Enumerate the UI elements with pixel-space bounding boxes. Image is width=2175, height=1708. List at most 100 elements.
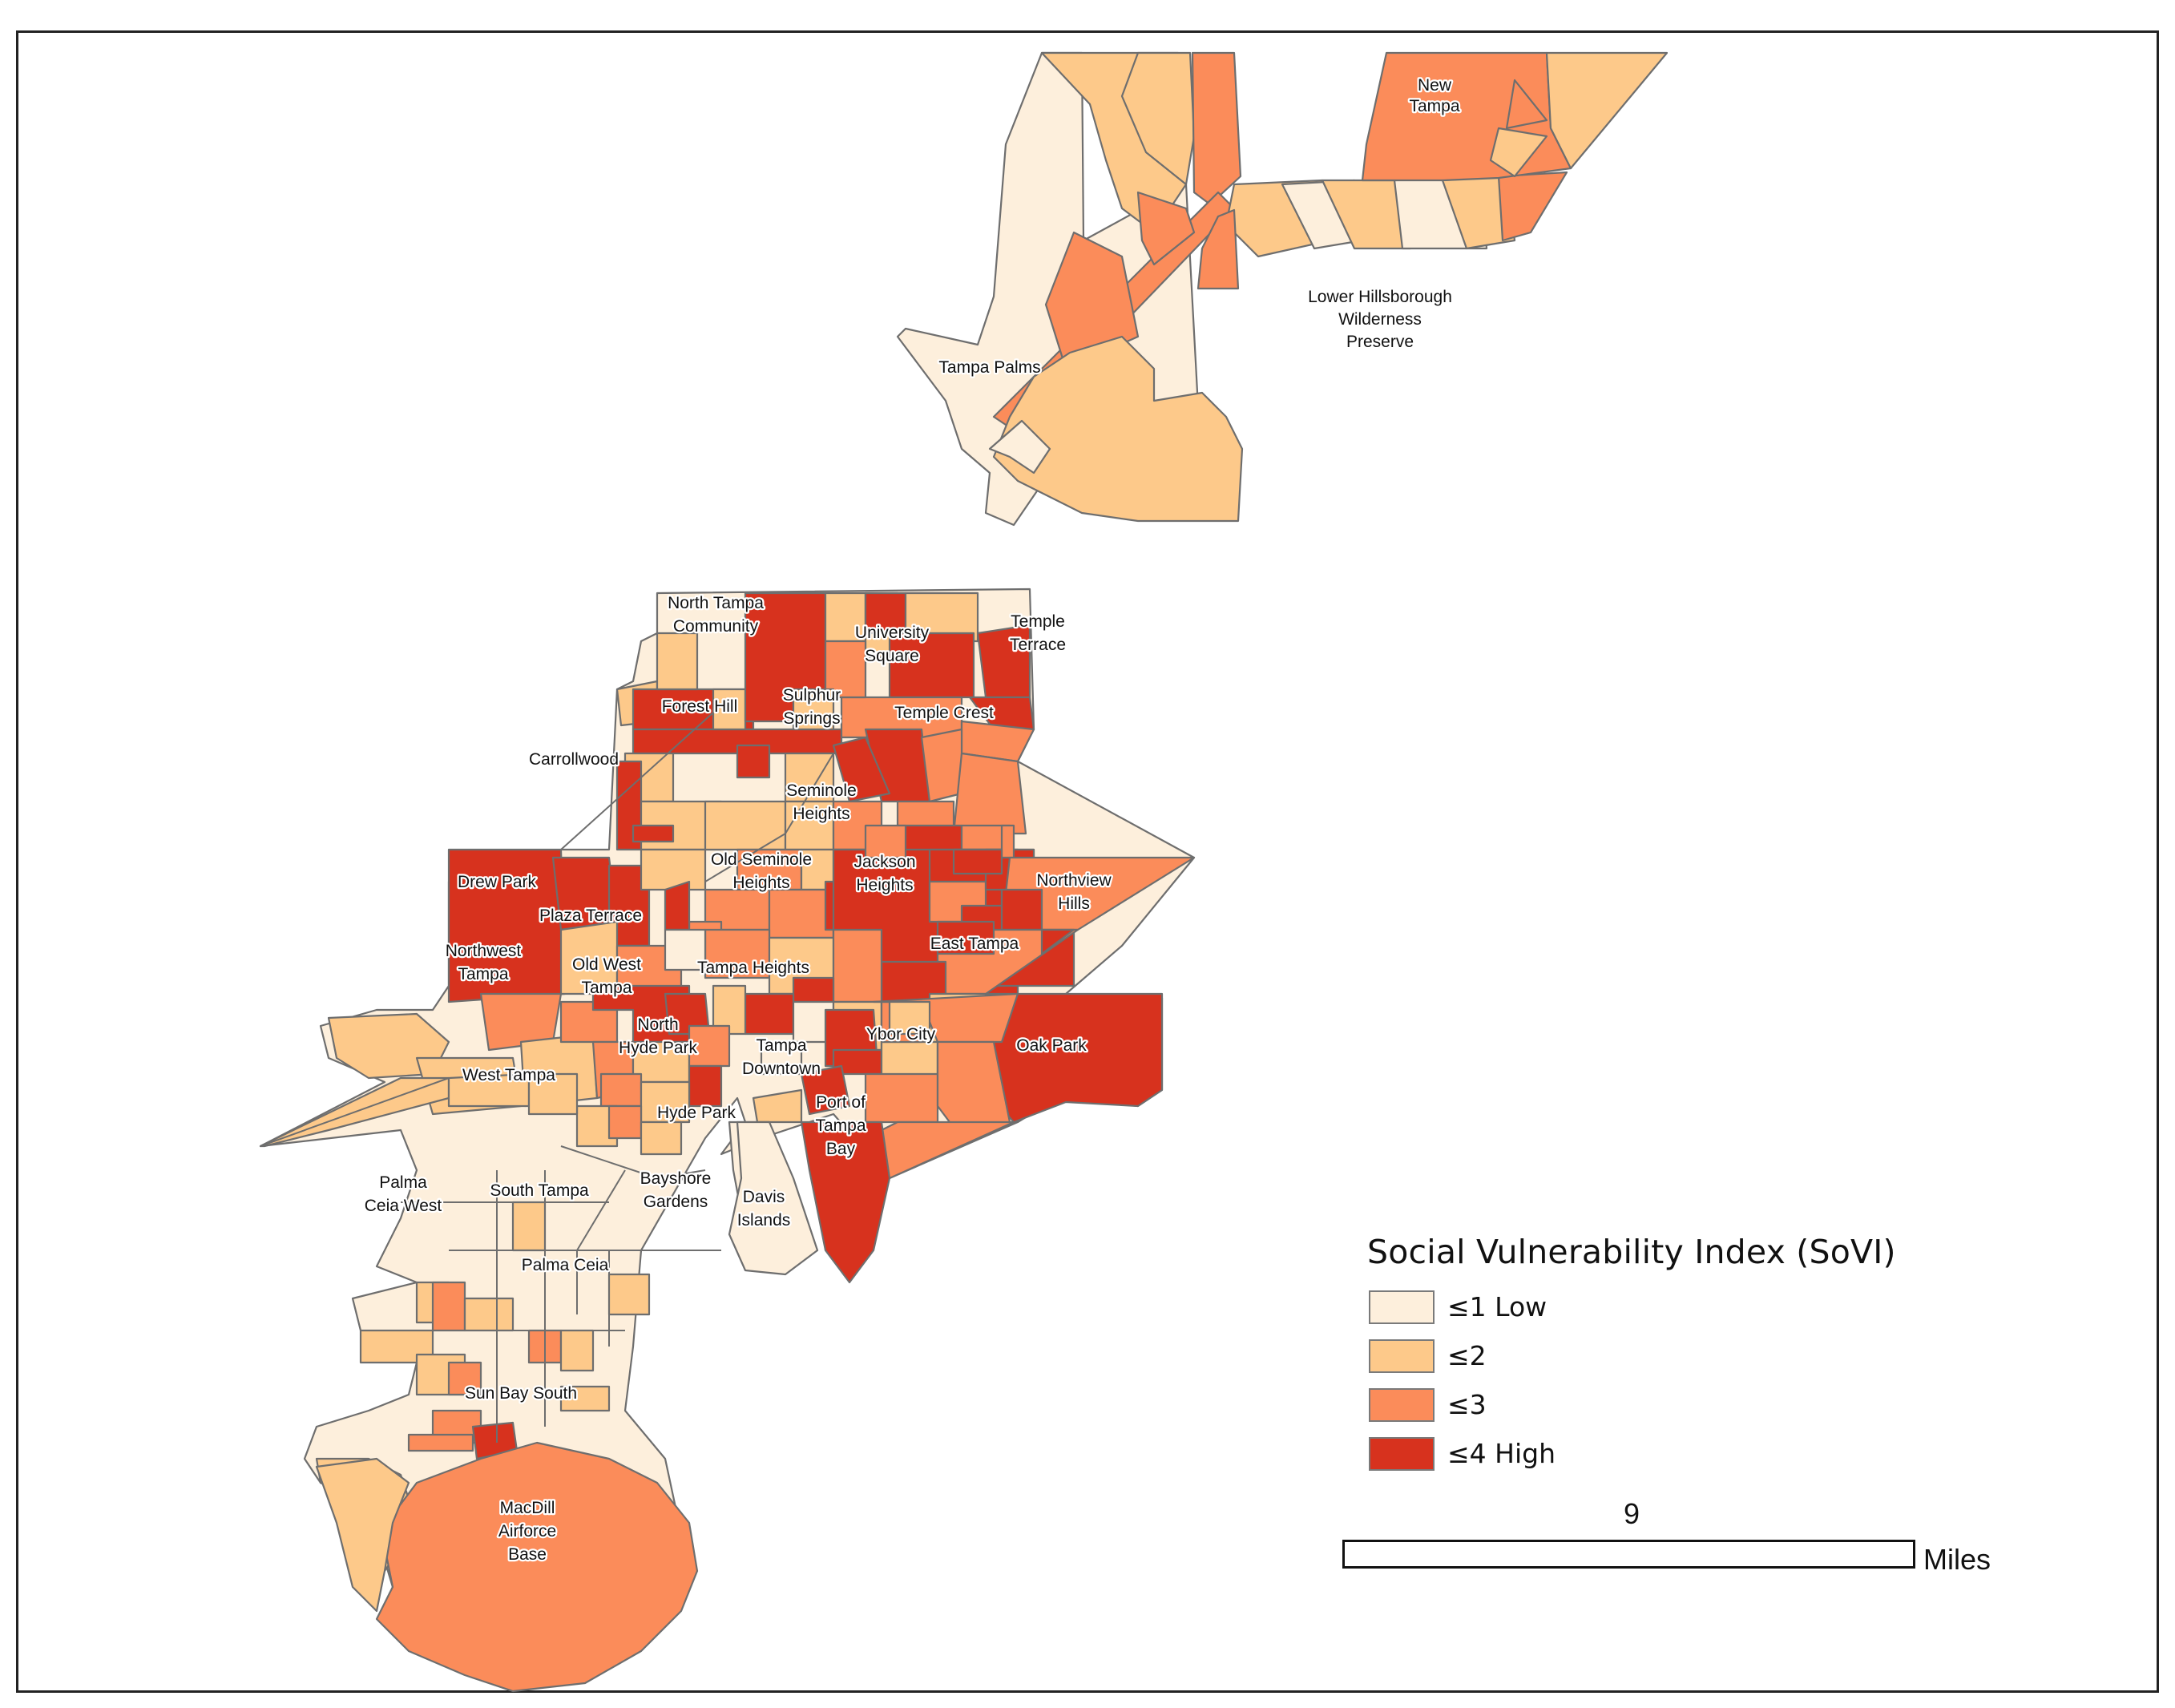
tract[interactable]	[752, 1088, 803, 1124]
tract[interactable]	[447, 1361, 482, 1396]
tract[interactable]	[768, 888, 835, 939]
label-sulphur-springs: Sulphur Springs	[783, 686, 841, 728]
tract[interactable]	[1191, 51, 1242, 206]
tract[interactable]	[800, 1064, 851, 1116]
label-plaza-terrace: Plaza Terrace	[539, 906, 642, 925]
legend-label: ≤1 Low	[1447, 1291, 1548, 1322]
tract[interactable]	[736, 744, 771, 779]
tract[interactable]	[864, 1072, 939, 1124]
tract[interactable]	[1000, 888, 1043, 931]
label-university-square: University Square	[855, 624, 930, 665]
tract[interactable]	[712, 984, 747, 1036]
tract[interactable]	[527, 1072, 579, 1116]
tract[interactable]	[888, 632, 975, 699]
tract[interactable]	[1000, 824, 1015, 859]
tract[interactable]	[832, 736, 891, 803]
tract[interactable]	[632, 824, 675, 843]
label-palma-ceia-west: Palma Ceia West	[365, 1173, 442, 1215]
legend-item: ≤4 High	[1362, 1429, 1923, 1478]
label-north-hyde-park: North Hyde Park	[619, 1016, 698, 1057]
label-port-of-tampa-bay: Port of Tampa Bay	[815, 1093, 866, 1158]
tract[interactable]	[407, 1433, 474, 1452]
legend-label: ≤3	[1447, 1389, 1487, 1420]
label-palma-ceia: Palma Ceia	[522, 1256, 609, 1274]
tract[interactable]	[712, 688, 747, 731]
legend-item: ≤2	[1362, 1331, 1923, 1380]
tract[interactable]	[864, 824, 907, 859]
label-old-seminole-heights: Old Seminole Heights	[711, 850, 812, 892]
map-legend: Social Vulnerability Index (SoVI) ≤1 Low…	[1362, 1233, 1923, 1478]
label-seminole-heights: Seminole Heights	[786, 781, 857, 823]
tract[interactable]	[888, 1000, 931, 1036]
tract[interactable]	[599, 1072, 643, 1108]
tract[interactable]	[952, 752, 1027, 835]
tract[interactable]	[988, 419, 1051, 474]
label-drew-park: Drew Park	[458, 873, 537, 891]
tract[interactable]	[463, 1297, 514, 1332]
label-old-west-tampa: Old West Tampa	[572, 955, 641, 997]
label-forest-hill: Forest Hill	[662, 697, 738, 716]
tract[interactable]	[511, 1201, 547, 1252]
tract[interactable]	[728, 1120, 819, 1276]
tract[interactable]	[315, 1457, 410, 1613]
road-line	[704, 753, 834, 882]
tract[interactable]	[920, 728, 963, 803]
label-new-tampa: New Tampa	[1409, 76, 1459, 115]
tract[interactable]	[1505, 79, 1548, 130]
tract[interactable]	[760, 1040, 803, 1076]
tract[interactable]	[431, 1281, 466, 1332]
label-south-tampa: South Tampa	[490, 1181, 589, 1200]
tract[interactable]	[832, 928, 883, 1003]
tract[interactable]	[559, 1385, 611, 1412]
tract[interactable]	[607, 1273, 651, 1316]
tract[interactable]	[800, 1120, 891, 1284]
label-northview-hills: Northview Hills	[1036, 871, 1112, 913]
tract[interactable]	[640, 1120, 683, 1156]
legend-swatch	[1369, 1436, 1435, 1471]
tract[interactable]	[1545, 51, 1669, 170]
tract[interactable]	[992, 335, 1244, 523]
tract[interactable]	[1489, 127, 1548, 178]
tract[interactable]	[704, 800, 787, 851]
scale-bar	[1342, 1540, 1915, 1569]
label-carrollwood: Carrollwood	[529, 750, 619, 769]
label-bayshore-gardens: Bayshore Gardens	[640, 1169, 712, 1211]
tract[interactable]	[792, 976, 835, 1003]
tract[interactable]	[1040, 928, 1075, 955]
label-tampa-heights: Tampa Heights	[697, 959, 809, 977]
north-region	[896, 51, 1669, 527]
tract[interactable]	[688, 1064, 723, 1108]
tract[interactable]	[1196, 208, 1240, 290]
tract[interactable]	[792, 688, 835, 731]
tract[interactable]	[904, 592, 979, 643]
tract[interactable]	[744, 992, 795, 1036]
tract[interactable]	[664, 880, 691, 931]
place-labels: New Tampa Lower Hillsborough Wilderness Pre…	[363, 75, 1463, 1566]
label-oak-park: Oak Park	[1016, 1036, 1087, 1055]
label-lower-hillsborough: Lower Hillsborough Wilderness Preserve	[1308, 288, 1452, 351]
label-north-tampa-community: North Tampa Community	[668, 594, 764, 636]
tract[interactable]	[1120, 51, 1196, 186]
tract[interactable]	[824, 640, 867, 699]
label-west-tampa: West Tampa	[462, 1066, 555, 1084]
tract[interactable]	[1136, 191, 1196, 266]
legend-item: ≤1 Low	[1362, 1282, 1923, 1331]
tract[interactable]	[375, 1441, 699, 1693]
scale-bar-unit: Miles	[1923, 1543, 1991, 1576]
tract[interactable]	[640, 848, 707, 891]
label-tampa-downtown: Tampa Downtown	[742, 1036, 821, 1078]
tract[interactable]	[656, 632, 699, 691]
legend-swatch	[1369, 1339, 1435, 1373]
tract[interactable]	[664, 928, 707, 971]
tract[interactable]	[1497, 171, 1568, 242]
label-jackson-heights: Jackson Heights	[853, 853, 915, 894]
tract[interactable]	[936, 920, 995, 955]
tract[interactable]	[688, 1024, 731, 1068]
tract[interactable]	[607, 1104, 643, 1140]
label-davis-islands: Davis Islands	[737, 1188, 791, 1230]
tract[interactable]	[575, 1104, 619, 1148]
south-region	[259, 588, 1196, 1693]
tract[interactable]	[559, 1329, 595, 1372]
tract[interactable]	[952, 848, 1003, 875]
